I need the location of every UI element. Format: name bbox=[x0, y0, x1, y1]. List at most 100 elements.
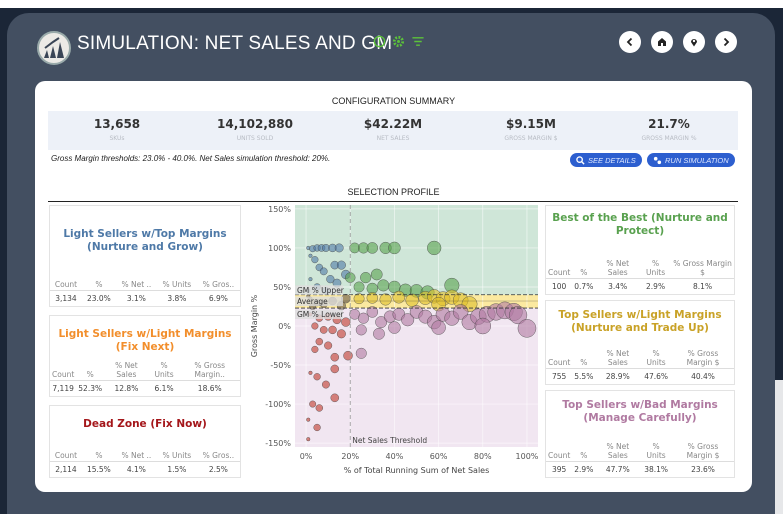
ref-line-label: Average bbox=[297, 297, 328, 306]
table-row: 755 5.5% 28.9% 47.6% 40.4% bbox=[546, 369, 734, 385]
back-button[interactable] bbox=[619, 31, 641, 53]
data-point bbox=[431, 320, 446, 335]
data-point bbox=[341, 317, 351, 327]
segment-top-sellers-bad-margins: Top Sellers w/Bad Margins (Manage Carefu… bbox=[545, 390, 735, 478]
data-point bbox=[517, 319, 537, 338]
table-cell: 3.8% bbox=[167, 294, 187, 303]
kpi-gross-margin-percent: 21.7% GROSS MARGIN % bbox=[641, 117, 697, 142]
segment-title: Top Sellers w/Light Margins (Nurture and… bbox=[558, 309, 722, 334]
table-cell: 4.1% bbox=[126, 465, 146, 474]
x-tick-label: 0% bbox=[300, 452, 313, 461]
data-point bbox=[366, 242, 379, 254]
config-summary-title: CONFIGURATION SUMMARY bbox=[331, 96, 456, 106]
gears-icon bbox=[653, 156, 662, 164]
kpi-skus: 13,658 SKUs bbox=[93, 117, 141, 142]
segment-light-sellers-light-margins: Light Sellers w/Light Margins (Fix Next)… bbox=[49, 315, 241, 397]
data-point bbox=[319, 267, 328, 276]
table-cell: 18.6% bbox=[197, 384, 222, 393]
data-point bbox=[353, 281, 365, 293]
data-point bbox=[322, 380, 330, 389]
x-tick-label: 100% bbox=[516, 452, 539, 461]
y-tick-label: -150% bbox=[265, 439, 291, 448]
segment-best-of-the-best: Best of the Best (Nurture and Protect) Co… bbox=[545, 205, 735, 295]
table-cell: 100 bbox=[551, 282, 567, 291]
column-header: % Units bbox=[640, 441, 672, 462]
table-cell: 38.1% bbox=[644, 465, 669, 474]
table-cell: 28.9% bbox=[605, 372, 630, 381]
data-point bbox=[370, 268, 383, 281]
segment-table: Count%% Net Sales% Units% Gross Margin $… bbox=[546, 441, 734, 477]
column-header: % Units bbox=[640, 348, 672, 369]
y-tick-label: 0% bbox=[278, 322, 291, 331]
data-point bbox=[388, 241, 401, 255]
table-cell: 23.0% bbox=[86, 294, 111, 303]
column-header: % Units bbox=[156, 450, 197, 462]
data-point bbox=[315, 404, 323, 412]
column-header: % bbox=[81, 279, 116, 291]
data-point bbox=[313, 373, 321, 381]
y-tick-label: 50% bbox=[273, 283, 291, 292]
table-cell: 3.1% bbox=[126, 294, 146, 303]
data-point bbox=[343, 350, 353, 361]
column-header: % bbox=[81, 450, 116, 462]
thresholds-text: Gross Margin thresholds: 23.0% - 40.0%. … bbox=[51, 154, 331, 163]
y-tick-label: -100% bbox=[265, 400, 291, 409]
kpi-gross-margin-dollars: $9.15M GROSS MARGIN $ bbox=[504, 117, 558, 142]
data-point bbox=[330, 393, 340, 403]
segment-title: Light Sellers w/Top Margins (Nurture and… bbox=[63, 228, 227, 253]
table-cell: 2.5% bbox=[208, 465, 228, 474]
kpi-units-sold: 14,102,880 UNITS SOLD bbox=[217, 117, 293, 142]
ref-line-label: GM % Upper bbox=[297, 286, 345, 295]
data-point bbox=[311, 345, 319, 353]
x-tick-label: 20% bbox=[341, 452, 359, 461]
data-point bbox=[309, 400, 317, 408]
column-header: Count bbox=[546, 441, 573, 462]
data-point bbox=[375, 316, 388, 328]
data-point bbox=[319, 326, 328, 334]
selection-profile-title: SELECTION PROFILE bbox=[347, 187, 440, 197]
table-cell: 1.5% bbox=[167, 465, 187, 474]
segment-table: Count%% Net Sales% Units% Gross Margin $… bbox=[546, 258, 734, 294]
data-point bbox=[306, 437, 311, 442]
data-point bbox=[355, 347, 367, 359]
table-cell: 47.7% bbox=[605, 465, 630, 474]
filter-icon[interactable] bbox=[411, 35, 425, 48]
see-details-button[interactable]: SEE DETAILS bbox=[570, 153, 642, 167]
info-icon[interactable] bbox=[373, 35, 386, 48]
data-point bbox=[311, 256, 319, 264]
run-simulation-button[interactable]: RUN SIMULATION bbox=[647, 153, 735, 167]
gear-icon[interactable] bbox=[392, 35, 405, 48]
table-row: 7,119 52.3% 12.8% 6.1% 18.6% bbox=[50, 381, 240, 397]
table-cell: 15.5% bbox=[86, 465, 111, 474]
data-point bbox=[392, 290, 406, 304]
segment-title: Light Sellers w/Light Margins (Fix Next) bbox=[58, 328, 232, 353]
column-header: % Net Sales bbox=[104, 360, 149, 381]
table-cell: 2.9% bbox=[646, 282, 666, 291]
column-header: % Gross Margin.. bbox=[179, 360, 240, 381]
kpi-band: 13,658 SKUs 14,102,880 UNITS SOLD $42.22M N… bbox=[48, 111, 738, 150]
forward-button[interactable] bbox=[715, 31, 737, 53]
table-cell: 755 bbox=[551, 372, 567, 381]
data-point bbox=[373, 327, 385, 340]
home-button[interactable] bbox=[651, 31, 673, 53]
column-header: % Gross Margin $ bbox=[671, 348, 734, 369]
data-point bbox=[308, 370, 313, 375]
data-point bbox=[313, 423, 321, 432]
y-axis-title: Gross Margin % bbox=[250, 294, 259, 357]
segment-table: Count%% Net ..% Units% Gros.. 2,114 15.5% 4… bbox=[50, 450, 240, 477]
data-point bbox=[336, 329, 346, 339]
table-cell: 12.8% bbox=[114, 384, 139, 393]
forward-icon bbox=[723, 37, 730, 47]
location-button[interactable] bbox=[683, 31, 705, 53]
segment-title: Best of the Best (Nurture and Protect) bbox=[552, 212, 728, 237]
data-point bbox=[328, 325, 337, 335]
segment-title: Dead Zone (Fix Now) bbox=[83, 418, 207, 430]
segment-dead-zone: Dead Zone (Fix Now) Count%% Net ..% Units… bbox=[49, 405, 241, 478]
segment-table: Count%% Net ..% Units% Gros.. 3,134 23.0% 3… bbox=[50, 279, 240, 306]
table-cell: 5.5% bbox=[574, 372, 594, 381]
table-row: 2,114 15.5% 4.1% 1.5% 2.5% bbox=[50, 462, 240, 478]
kpi-net-sales: $42.22M NET SALES bbox=[363, 117, 423, 142]
logo bbox=[37, 31, 71, 65]
column-header: Count bbox=[546, 258, 573, 279]
data-point bbox=[315, 337, 323, 346]
